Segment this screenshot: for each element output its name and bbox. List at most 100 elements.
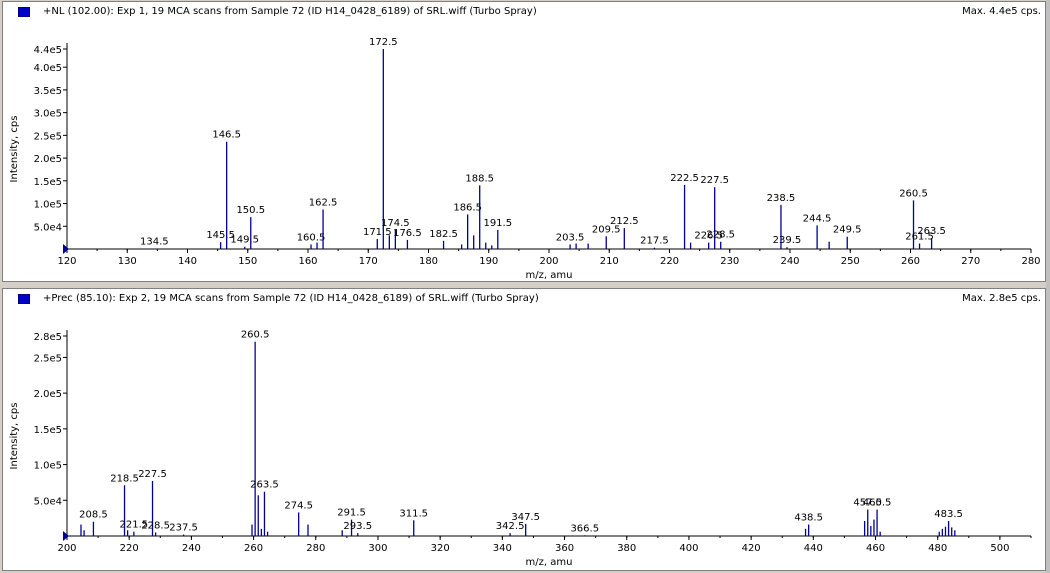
peak-label: 146.5 <box>212 130 241 141</box>
peak-label: 342.5 <box>496 521 525 532</box>
peak-label: 239.5 <box>773 235 802 246</box>
peak-label: 150.5 <box>236 205 265 216</box>
peak-label: 209.5 <box>592 224 621 235</box>
x-tick-label: 130 <box>118 256 137 267</box>
x-tick-label: 260 <box>901 256 920 267</box>
spectrum-chart-1[interactable]: 120 130 140 150 160 170 180 190 200 210 220 230 240 2… <box>3 2 1045 281</box>
y-axis-label: Intensity, cps <box>9 116 20 183</box>
peak-label: 226.5 <box>694 231 723 242</box>
x-tick-label: 220 <box>120 543 139 554</box>
x-tick-label: 210 <box>600 256 619 267</box>
y-tick-label: 3.0e5 <box>34 109 62 120</box>
x-tick-label: 340 <box>493 543 512 554</box>
y-tick-label: 1.5e5 <box>34 425 62 436</box>
x-tick-label: 480 <box>928 543 947 554</box>
peak-label: 162.5 <box>309 197 338 208</box>
peak-label: 460.5 <box>863 498 892 509</box>
peak-label: 172.5 <box>369 37 398 48</box>
peak-label: 149.5 <box>230 235 259 246</box>
panel-header: +NL (102.00): Exp 1, 19 MCA scans from S… <box>3 2 1045 24</box>
x-tick-label: 440 <box>804 543 823 554</box>
x-tick-label: 180 <box>419 256 438 267</box>
spectrum-window-icon[interactable] <box>18 294 30 304</box>
peak-label: 208.5 <box>79 510 108 521</box>
peak-label: 483.5 <box>934 509 963 520</box>
peak-label: 176.5 <box>393 228 422 239</box>
y-tick-label: 2.5e5 <box>34 131 62 142</box>
y-tick-label: 2.5e5 <box>34 353 62 364</box>
peak-label: 260.5 <box>241 330 270 341</box>
peak-label: 160.5 <box>297 232 326 243</box>
max-intensity-label: Max. 2.8e5 cps. <box>962 293 1041 304</box>
x-tick-label: 500 <box>990 543 1009 554</box>
peak-label: 249.5 <box>833 225 862 236</box>
peak-label: 171.5 <box>363 227 392 238</box>
x-tick-label: 160 <box>298 256 317 267</box>
x-tick-label: 240 <box>182 543 201 554</box>
x-tick-label: 320 <box>431 543 450 554</box>
origin-marker <box>63 531 69 541</box>
peak-label: 217.5 <box>640 236 669 247</box>
x-tick-label: 200 <box>57 543 76 554</box>
origin-marker <box>63 244 69 254</box>
x-tick-label: 400 <box>679 543 698 554</box>
y-tick-label: 4.4e5 <box>34 45 62 56</box>
x-tick-label: 260 <box>244 543 263 554</box>
peak-label: 237.5 <box>169 523 198 534</box>
peak-label: 438.5 <box>794 513 823 524</box>
x-tick-label: 420 <box>742 543 761 554</box>
peak-label: 222.5 <box>670 173 699 184</box>
peak-label: 238.5 <box>767 193 796 204</box>
x-tick-label: 140 <box>178 256 197 267</box>
peak-label: 260.5 <box>899 188 928 199</box>
spectrum-window-icon[interactable] <box>18 7 30 17</box>
peak-label: 218.5 <box>110 473 139 484</box>
peak-label: 261.5 <box>905 232 934 243</box>
y-tick-label: 1.5e5 <box>34 177 62 188</box>
peak-label: 228.5 <box>706 230 735 241</box>
peak-label: 366.5 <box>570 523 599 534</box>
spectrum-panel-2: +Prec (85.10): Exp 2, 19 MCA scans from … <box>2 288 1046 571</box>
x-tick-label: 280 <box>1021 256 1040 267</box>
x-tick-label: 230 <box>720 256 739 267</box>
x-tick-label: 380 <box>617 543 636 554</box>
x-tick-label: 300 <box>368 543 387 554</box>
peak-label: 212.5 <box>610 216 639 227</box>
panel-title: +Prec (85.10): Exp 2, 19 MCA scans from … <box>43 293 539 304</box>
peak-label: 293.5 <box>343 521 372 532</box>
x-tick-label: 280 <box>306 543 325 554</box>
y-tick-label: 2.0e5 <box>34 154 62 165</box>
peak-label: 182.5 <box>429 229 458 240</box>
x-tick-label: 360 <box>555 543 574 554</box>
peak-label: 188.5 <box>465 173 494 184</box>
panel-header: +Prec (85.10): Exp 2, 19 MCA scans from … <box>3 289 1045 311</box>
x-tick-label: 200 <box>539 256 558 267</box>
x-tick-label: 460 <box>866 543 885 554</box>
x-tick-label: 270 <box>961 256 980 267</box>
peak-label: 263.5 <box>917 226 946 237</box>
peak-label: 457.5 <box>853 498 882 509</box>
spectrum-chart-2[interactable]: 200 220 240 260 280 300 320 340 360 380 400 420 440 4… <box>3 289 1045 570</box>
peak-label: 274.5 <box>284 500 313 511</box>
peak-label: 227.5 <box>138 469 167 480</box>
window-scrollbar[interactable] <box>1046 0 1050 573</box>
y-tick-label: 4.0e5 <box>34 63 62 74</box>
peak-label: 263.5 <box>250 480 279 491</box>
x-tick-label: 150 <box>238 256 257 267</box>
x-axis-label: m/z, amu <box>526 270 573 281</box>
peak-label: 134.5 <box>140 237 169 248</box>
y-tick-label: 2.0e5 <box>34 389 62 400</box>
x-tick-label: 250 <box>841 256 860 267</box>
panel-title: +NL (102.00): Exp 1, 19 MCA scans from S… <box>43 6 537 17</box>
x-axis-label: m/z, amu <box>526 557 573 568</box>
peak-label: 221.5 <box>120 520 149 531</box>
spectrum-panel-1: +NL (102.00): Exp 1, 19 MCA scans from S… <box>2 1 1046 282</box>
max-intensity-label: Max. 4.4e5 cps. <box>962 6 1041 17</box>
peak-label: 291.5 <box>337 508 366 519</box>
peak-label: 347.5 <box>511 512 540 523</box>
panel-separator <box>0 282 1050 288</box>
peak-label: 174.5 <box>381 218 410 229</box>
x-tick-label: 120 <box>57 256 76 267</box>
peak-label: 186.5 <box>453 202 482 213</box>
y-tick-label: 5.0e4 <box>34 222 62 233</box>
